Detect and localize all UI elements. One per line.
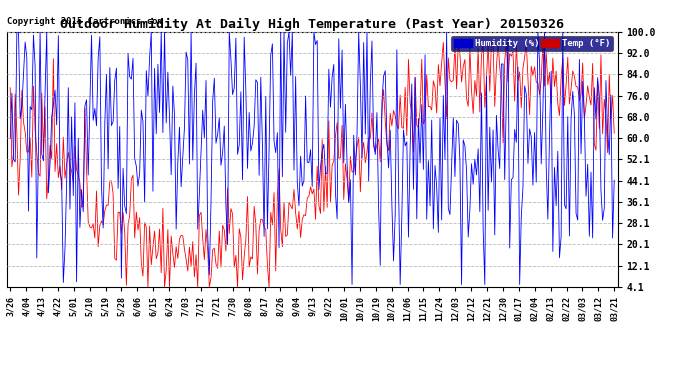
Text: Copyright 2015 Cartronics.com: Copyright 2015 Cartronics.com — [7, 17, 163, 26]
Title: Outdoor Humidity At Daily High Temperature (Past Year) 20150326: Outdoor Humidity At Daily High Temperatu… — [60, 18, 564, 31]
Legend: Humidity (%), Temp (°F): Humidity (%), Temp (°F) — [451, 36, 613, 51]
